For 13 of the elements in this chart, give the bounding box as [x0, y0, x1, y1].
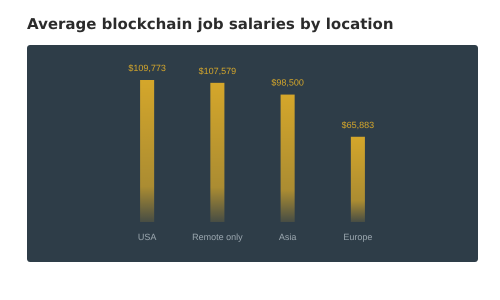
bar: [210, 82, 224, 222]
bar: [140, 80, 154, 222]
x-tick-label: Asia: [278, 232, 296, 242]
bar: [350, 136, 365, 222]
bar: [280, 94, 295, 222]
x-tick-label: Europe: [343, 232, 372, 242]
data-label: $65,883: [342, 120, 374, 130]
data-label: $109,773: [128, 63, 166, 73]
data-label: $107,579: [198, 66, 236, 76]
x-tick-label: USA: [138, 232, 156, 242]
x-tick-label: Remote only: [192, 232, 244, 242]
chart-title: Average blockchain job salaries by location: [27, 15, 394, 33]
data-label: $98,500: [271, 78, 304, 88]
